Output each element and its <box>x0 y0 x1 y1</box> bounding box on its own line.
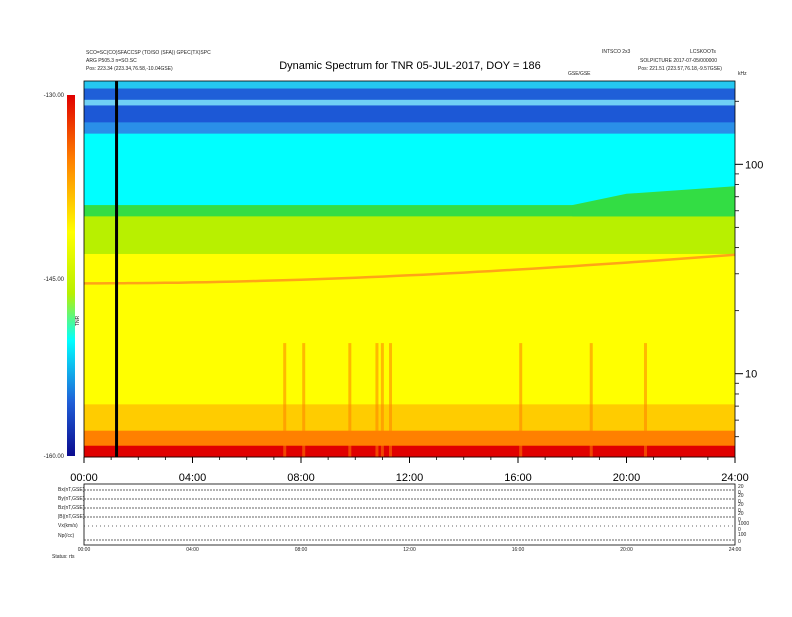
spectrogram <box>84 81 736 458</box>
spectrum-band-8 <box>84 253 735 405</box>
x-tick-label-2: 08:00 <box>287 472 315 484</box>
header-right-line-3: SOLPICTURE 2017-07-05/000000 <box>640 58 717 64</box>
spectrum-band-9 <box>84 404 735 432</box>
burst-spike-8 <box>643 343 647 457</box>
spectrum-band-5 <box>84 133 735 206</box>
spectrum-band-2 <box>84 99 735 106</box>
header-right-line-2: LCSKOOTs <box>690 49 716 55</box>
top-right-label: GSE/GSE <box>568 71 591 77</box>
x-tick-label-6: 24:00 <box>721 472 749 484</box>
y-axis-unit: kHz <box>738 71 747 77</box>
colorbar <box>67 95 75 456</box>
right-tick-4: 20 <box>738 502 744 508</box>
burst-spike-6 <box>519 343 523 457</box>
lower-x-tick-1: 04:00 <box>186 547 199 553</box>
right-tick-11: 0 <box>738 539 741 545</box>
header-right-line-1: INTSCO 2x3 <box>602 49 631 55</box>
x-tick-label-1: 04:00 <box>179 472 207 484</box>
right-tick-3: 0 <box>738 499 741 505</box>
right-tick-0: 20 <box>738 484 744 490</box>
burst-spike-4 <box>380 343 384 457</box>
x-tick-label-3: 12:00 <box>396 472 424 484</box>
right-tick-8: 1000 <box>738 521 749 527</box>
lower-parameter-panel: Bx(nT,GSE) By(nT,GSE) Bz(nT,GSE) |B|(nT,… <box>52 483 749 560</box>
right-tick-6: 20 <box>738 511 744 517</box>
chart-title: Dynamic Spectrum for TNR 05-JUL-2017, DO… <box>279 60 541 72</box>
emission-band <box>84 253 736 285</box>
right-tick-9: 0 <box>738 527 741 533</box>
row-label-4: Vx(km/s) <box>58 523 78 529</box>
lower-x-tick-0: 00:00 <box>78 547 91 553</box>
burst-spike-5 <box>389 343 393 457</box>
right-tick-5: 0 <box>738 508 741 514</box>
spectrum-band-1 <box>84 88 735 101</box>
spectrum-band-10 <box>84 430 735 447</box>
header-right-line-4: Pos: 221.51 (223.57,76.18,-9.57GSE) <box>638 66 722 72</box>
spectrum-band-11 <box>84 445 735 458</box>
lower-x-tick-4: 16:00 <box>512 547 525 553</box>
status-footer: Status: rts <box>52 554 75 560</box>
header-left-line-3: Pos: 223.34 (223.34,76.58,-10.04GSE) <box>86 66 173 72</box>
y-tick-label-10: 10 <box>745 369 757 381</box>
header-left-line-1: SCO=SC(CO)SFACCSP (TO/SO (SFA)) GPEC(TX)… <box>86 50 211 56</box>
burst-spike-7 <box>589 343 593 457</box>
x-tick-label-5: 20:00 <box>613 472 641 484</box>
burst-spike-0 <box>283 343 287 457</box>
y-tick-label-100: 100 <box>745 159 763 171</box>
spectrum-band-3 <box>84 105 735 123</box>
header-left-line-2: ARG P505.3 n=SO.SC <box>86 58 137 64</box>
right-tick-10: 100 <box>738 532 747 538</box>
x-tick-label-0: 00:00 <box>70 472 98 484</box>
lower-x-tick-6: 24:00 <box>729 547 742 553</box>
right-tick-2: 20 <box>738 493 744 499</box>
burst-spike-2 <box>348 343 352 457</box>
spectrum-band-6 <box>84 205 735 217</box>
row-label-3: |B|(nT,GSE) <box>58 514 85 520</box>
lower-x-tick-2: 08:00 <box>295 547 308 553</box>
y-axis-right: kHz 100 10 <box>738 71 763 381</box>
colorbar-tick-top: -130.00 <box>44 93 65 99</box>
row-label-1: By(nT,GSE) <box>58 496 85 502</box>
lower-x-tick-3: 12:00 <box>403 547 416 553</box>
colorbar-label: TNR <box>75 315 81 326</box>
row-label-5: Np(/cc) <box>58 533 74 539</box>
right-tick-7: 0 <box>738 517 741 523</box>
spectrum-band-0 <box>84 81 735 90</box>
spectrum-band-7 <box>84 216 735 255</box>
colorbar-tick-bottom: -160.00 <box>44 454 65 460</box>
row-label-0: Bx(nT,GSE) <box>58 487 85 493</box>
row-label-2: Bz(nT,GSE) <box>58 505 85 511</box>
right-tick-1: 0 <box>738 490 741 496</box>
x-tick-label-4: 16:00 <box>504 472 532 484</box>
spectrum-band-4 <box>84 122 735 135</box>
burst-spike-3 <box>375 343 379 457</box>
lower-x-tick-5: 20:00 <box>620 547 633 553</box>
burst-spike-1 <box>302 343 306 457</box>
x-axis: 00:00 04:00 08:00 12:00 16:00 20:00 24:0… <box>70 472 749 484</box>
colorbar-tick-mid: -145.00 <box>44 277 65 283</box>
green-band-rise <box>572 186 735 217</box>
lower-panel-frame <box>83 483 736 546</box>
